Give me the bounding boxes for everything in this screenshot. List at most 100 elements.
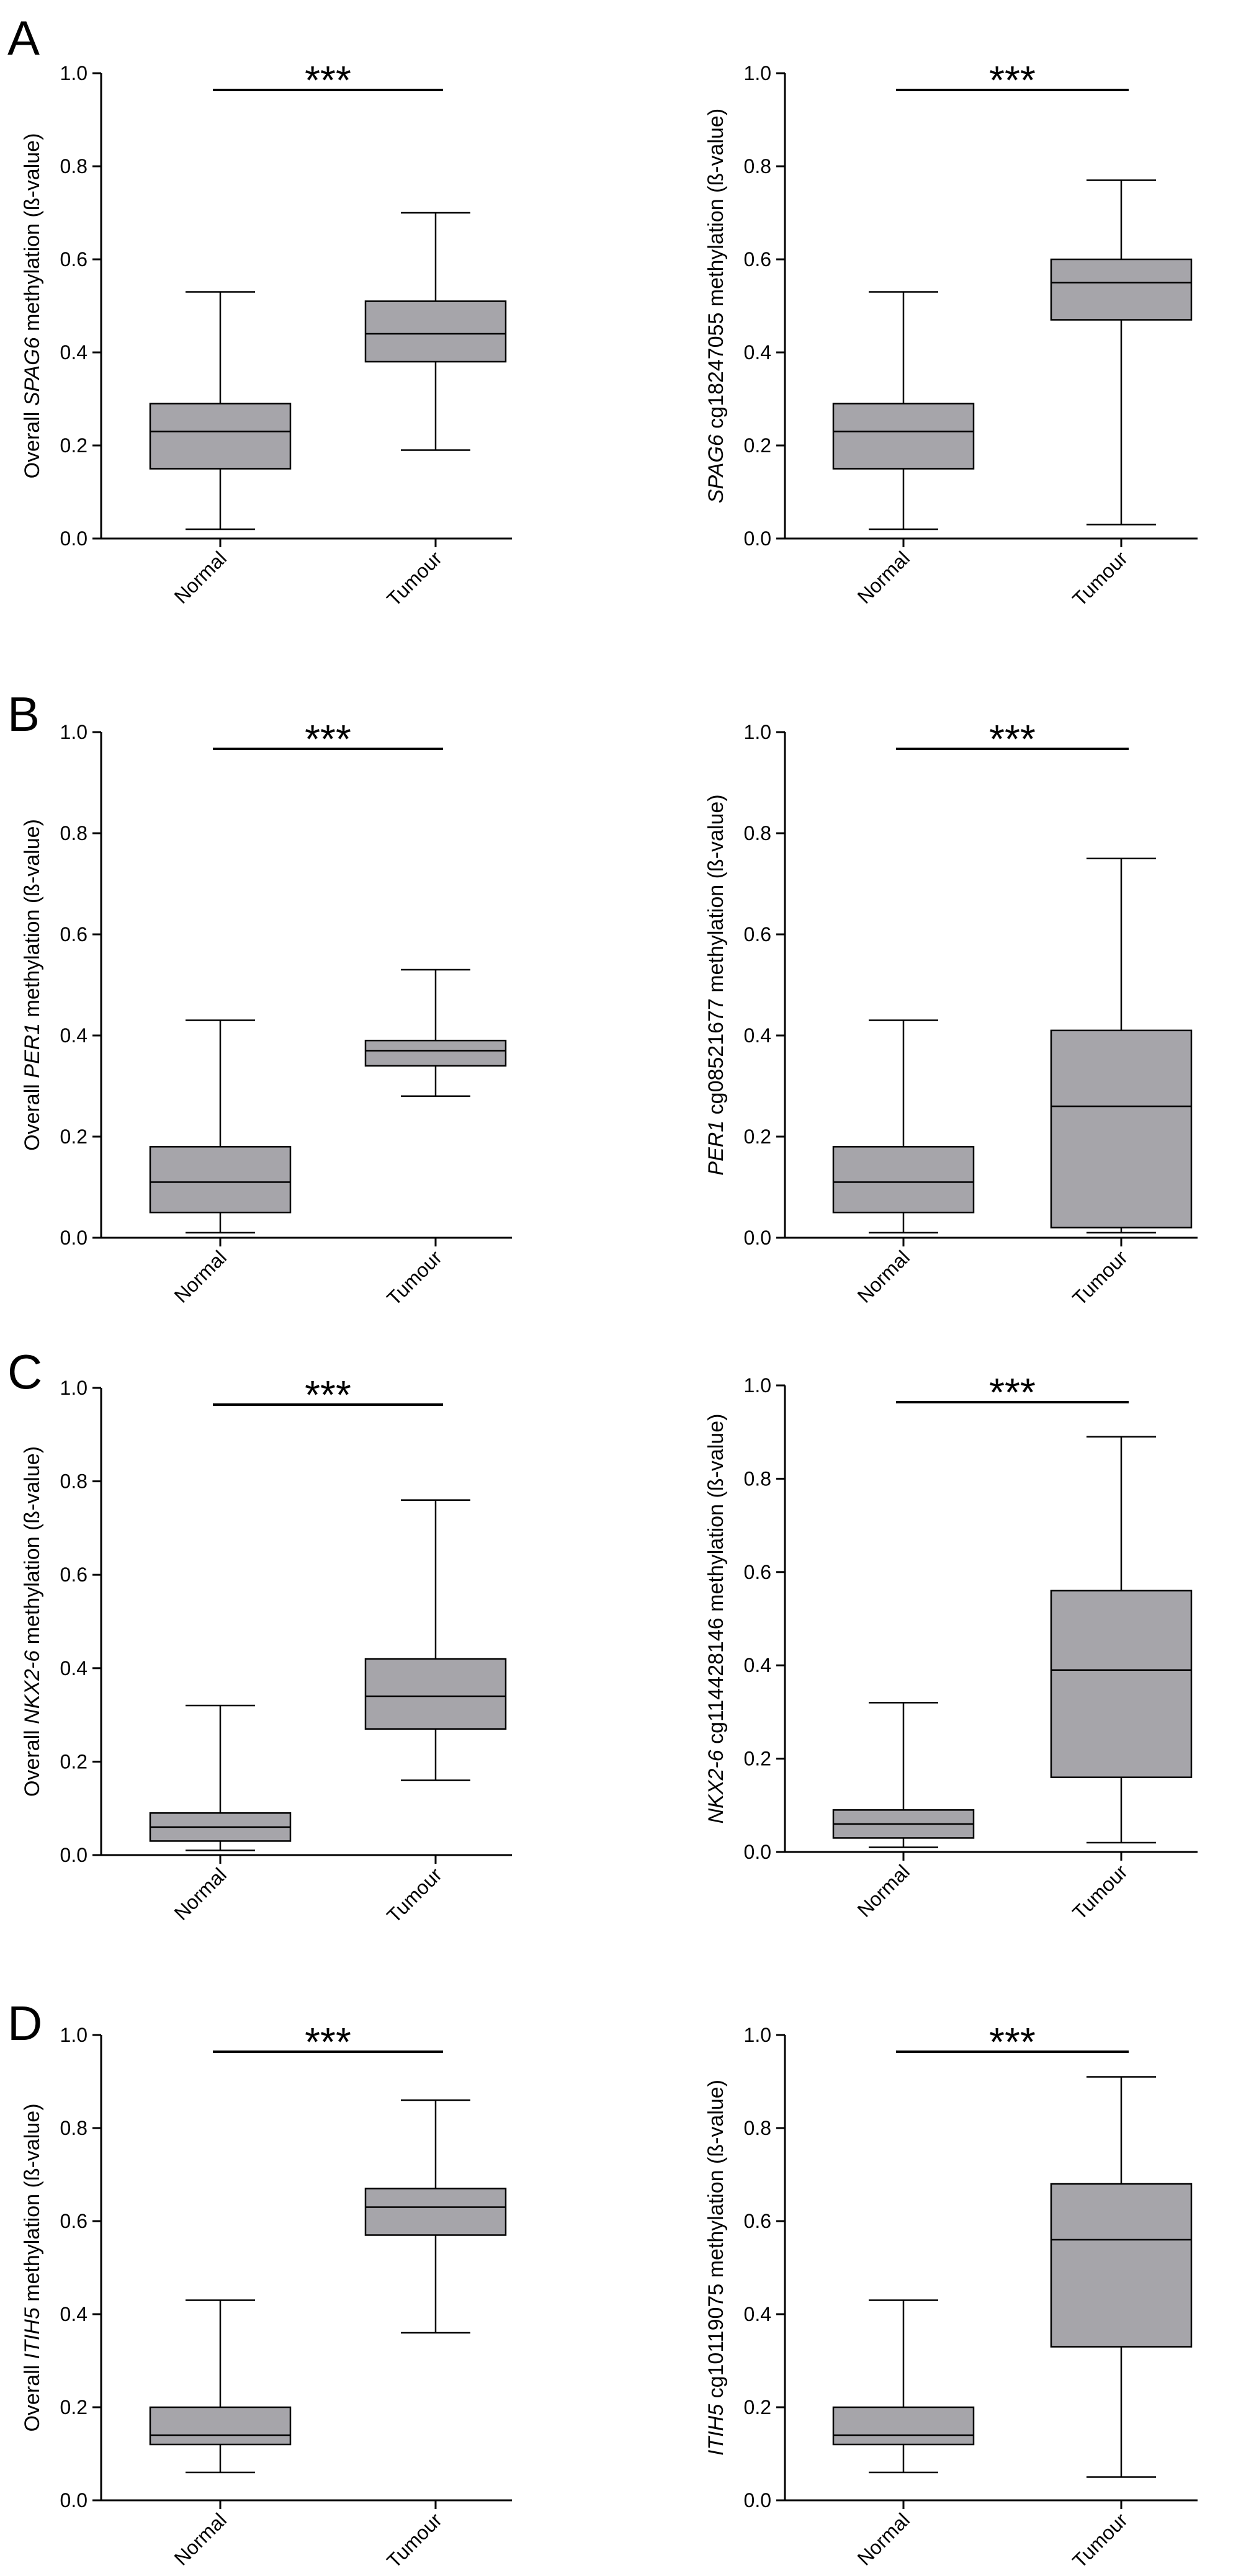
box-tumour: Tumour xyxy=(364,212,507,610)
y-axis-title-part: cg114428146 methylation (ß-value) xyxy=(704,1414,728,1750)
y-axis-title: Overall SPAG6 methylation (ß-value) xyxy=(20,133,44,479)
iqr-box xyxy=(149,403,292,470)
y-tick-label: 0.6 xyxy=(60,1563,87,1586)
chart-c-left: 0.0 0.2 0.4 0.6 0.8 1.0 Overall NKX2-6 methyla… xyxy=(20,1372,512,1927)
x-tick-label: Normal xyxy=(170,2508,231,2569)
y-axis-title-part: cg08521677 methylation (ß-value) xyxy=(704,794,728,1120)
y-tick-label: 0.4 xyxy=(60,1657,87,1679)
y-axis-title: Overall PER1 methylation (ß-value) xyxy=(20,819,44,1151)
y-tick-label: 0.6 xyxy=(744,923,771,946)
y-axis-title-part: SPAG6 xyxy=(20,337,44,406)
x-tick-label: Normal xyxy=(853,1860,914,1921)
y-tick-label: 0.4 xyxy=(744,1024,771,1047)
y-axis-title-part: SPAG6 xyxy=(704,434,728,503)
y-axis-title: PER1 cg08521677 methylation (ß-value) xyxy=(704,794,728,1175)
y-tick-label: 0.0 xyxy=(744,1227,771,1249)
box-tumour: Tumour xyxy=(364,2099,507,2572)
y-tick-label: 0.8 xyxy=(60,822,87,844)
chart-b-left: 0.0 0.2 0.4 0.6 0.8 1.0 Overall PER1 methylati… xyxy=(20,717,512,1310)
y-tick-label: 0.4 xyxy=(60,341,87,364)
y-tick-label: 0.8 xyxy=(744,822,771,844)
panel-letter-c: C xyxy=(7,1344,42,1399)
box-tumour: Tumour xyxy=(1050,1436,1193,1924)
box-tumour: Tumour xyxy=(364,1499,507,1927)
iqr-box xyxy=(1050,258,1193,321)
chart-d-right: 0.0 0.2 0.4 0.6 0.8 1.0 ITIH5 cg10119075 methy… xyxy=(704,2019,1198,2572)
box-normal: Normal xyxy=(149,1704,292,1925)
y-axis-title-part: PER1 xyxy=(704,1120,728,1176)
iqr-box xyxy=(832,403,975,470)
x-tick-label: Tumour xyxy=(382,1246,446,1310)
y-axis-title-part: ITIH5 xyxy=(704,2404,728,2456)
iqr-box xyxy=(1050,1029,1193,1228)
x-tick-label: Tumour xyxy=(1068,1860,1132,1924)
significance-marker: *** xyxy=(305,2019,351,2064)
chart-c-right: 0.0 0.2 0.4 0.6 0.8 1.0 NKX2-6 cg114428146 met… xyxy=(704,1370,1198,1924)
iqr-box xyxy=(364,2188,507,2236)
box-normal: Normal xyxy=(832,291,975,608)
y-axis-title-part: PER1 xyxy=(20,1023,44,1078)
y-tick-label: 0.6 xyxy=(744,2210,771,2232)
y-tick-label: 0.2 xyxy=(60,2396,87,2418)
box-normal: Normal xyxy=(149,2299,292,2570)
x-tick-label: Tumour xyxy=(382,1863,446,1927)
y-axis-title-part: methylation (ß-value) xyxy=(20,819,44,1023)
y-axis-title: Overall NKX2-6 methylation (ß-value) xyxy=(20,1446,44,1797)
chart-d-left: 0.0 0.2 0.4 0.6 0.8 1.0 Overall ITIH5 methylat… xyxy=(20,2019,512,2572)
y-tick-label: 0.0 xyxy=(60,1844,87,1866)
y-axis-title-part: methylation (ß-value) xyxy=(20,1446,44,1650)
y-axis-title-part: Overall xyxy=(20,1078,44,1151)
x-tick-label: Tumour xyxy=(1068,2508,1132,2572)
significance-marker: *** xyxy=(305,58,351,102)
y-tick-label: 0.6 xyxy=(60,923,87,946)
x-tick-label: Tumour xyxy=(1068,547,1132,610)
y-axis-title: NKX2-6 cg114428146 methylation (ß-value) xyxy=(704,1414,728,1824)
y-axis-title-part: Overall xyxy=(20,406,44,478)
box-normal: Normal xyxy=(832,1019,975,1307)
box-tumour: Tumour xyxy=(1050,2076,1193,2572)
x-tick-label: Normal xyxy=(853,2508,914,2569)
iqr-box xyxy=(149,1146,292,1214)
iqr-box xyxy=(149,2406,292,2446)
box-tumour: Tumour xyxy=(1050,857,1193,1310)
box-normal: Normal xyxy=(832,1702,975,1921)
box-tumour: Tumour xyxy=(1050,179,1193,610)
x-tick-label: Tumour xyxy=(382,547,446,610)
y-tick-label: 0.4 xyxy=(744,341,771,364)
y-tick-label: 0.6 xyxy=(60,2210,87,2232)
iqr-box xyxy=(364,1658,507,1730)
y-tick-label: 0.2 xyxy=(744,1125,771,1148)
y-axis-title: Overall ITIH5 methylation (ß-value) xyxy=(20,2103,44,2431)
y-tick-label: 0.0 xyxy=(744,2489,771,2511)
y-tick-label: 0.0 xyxy=(744,527,771,550)
panel-letter-d: D xyxy=(7,1996,42,2051)
iqr-box xyxy=(832,1146,975,1214)
iqr-box xyxy=(1050,2183,1193,2348)
y-tick-label: 0.4 xyxy=(60,1024,87,1047)
x-tick-label: Normal xyxy=(853,1246,914,1307)
box-normal: Normal xyxy=(832,2299,975,2570)
y-tick-label: 0.8 xyxy=(60,2117,87,2139)
y-axis-title-part: ITIH5 xyxy=(20,2307,44,2359)
y-tick-label: 0.2 xyxy=(744,2396,771,2418)
y-tick-label: 1.0 xyxy=(60,721,87,743)
y-axis-title-part: NKX2-6 xyxy=(704,1750,728,1823)
y-tick-label: 0.2 xyxy=(744,434,771,457)
x-tick-label: Normal xyxy=(853,547,914,607)
y-axis-title-part: methylation (ß-value) xyxy=(20,2103,44,2307)
x-tick-label: Normal xyxy=(170,547,231,607)
significance-marker: *** xyxy=(989,2019,1036,2064)
y-tick-label: 0.4 xyxy=(744,1654,771,1676)
y-tick-label: 1.0 xyxy=(744,2024,771,2046)
significance-marker: *** xyxy=(305,717,351,761)
y-tick-label: 1.0 xyxy=(744,62,771,84)
y-axis-title: ITIH5 cg10119075 methylation (ß-value) xyxy=(704,2080,728,2456)
y-axis-title: SPAG6 cg18247055 methylation (ß-value) xyxy=(704,109,728,503)
x-tick-label: Tumour xyxy=(1068,1246,1132,1310)
y-tick-label: 0.6 xyxy=(744,248,771,271)
y-tick-label: 0.2 xyxy=(60,1125,87,1148)
y-tick-label: 0.0 xyxy=(744,1841,771,1863)
y-axis-title-part: methylation (ß-value) xyxy=(20,133,44,338)
y-tick-label: 0.4 xyxy=(744,2303,771,2325)
